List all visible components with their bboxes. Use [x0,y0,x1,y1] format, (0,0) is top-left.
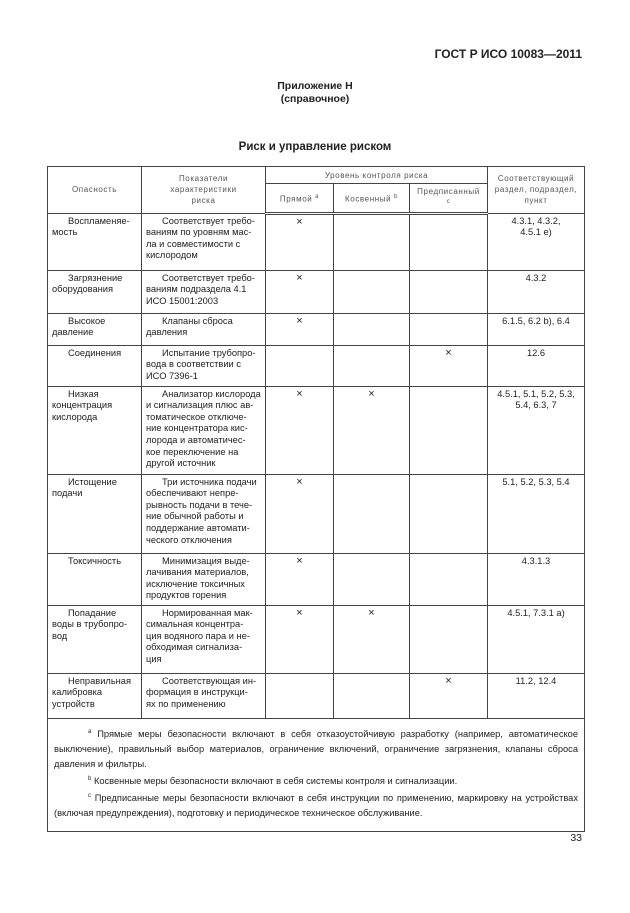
direct-cell: × [265,473,334,554]
direct-cell: × [265,385,334,475]
indirect-cell: × [333,604,410,674]
section-cell: 6.1.5, 6.2 b), 6.4 [487,312,585,346]
hazard-cell: Низкая концентрация кислорода [47,385,142,475]
table-row: Токсичность Минимизация выде- лачивания м… [47,552,585,606]
indirect-cell [333,269,410,314]
indicator-cell: Соответствует требо- ваниям по уровням м… [141,212,266,271]
col-indirect: Косвенный b [333,183,410,215]
standard-header: ГОСТ Р ИСО 10083—2011 [434,47,582,61]
prescribed-cell [409,552,488,606]
prescribed-cell [409,212,488,271]
indicator-cell: Три источника подачи обеспечивают непре-… [141,473,266,554]
risk-table: Опасность Показатели характеристики риск… [47,166,585,832]
indirect-cell [333,672,410,719]
annex-note: (справочное) [280,93,350,105]
prescribed-cell [409,312,488,346]
col-level: Уровень контроля риска [265,166,488,184]
indicator-cell: Нормированная мак- симальная концентра- … [141,604,266,674]
prescribed-cell: × [409,344,488,387]
table-row: Истощение подачи Три источника подачи обе… [47,473,585,554]
indirect-cell [333,552,410,606]
prescribed-cell: × [409,672,488,719]
indirect-cell [333,312,410,346]
direct-cell: × [265,269,334,314]
annex-heading: Приложение Н (справочное) [0,80,630,106]
hazard-cell: Высокое давление [47,312,142,346]
section-cell: 4.3.1, 4.3.2, 4.5.1 е) [487,212,585,271]
table-row: Низкая концентрация кислорода Анализатор … [47,385,585,475]
indicator-cell: Минимизация выде- лачивания материалов, … [141,552,266,606]
section-cell: 4.3.2 [487,269,585,314]
direct-cell [265,672,334,719]
section-cell: 4.5.1, 5.1, 5.2, 5.3, 5.4, 6.3, 7 [487,385,585,475]
section-cell: 12.6 [487,344,585,387]
col-direct: Прямой a [265,183,334,215]
footnote: b Косвенные меры безопасности включают в… [88,775,458,786]
hazard-cell: Воспламеняе- мость [47,212,142,271]
indirect-cell [333,473,410,554]
table-row: Загрязнение оборудования Соответствует тр… [47,269,585,314]
indicator-cell: Анализатор кислорода и сигнализация плюс… [141,385,266,475]
table-row: Воспламеняе- мость Соответствует требо- в… [47,212,585,271]
annex-title: Приложение Н [277,80,353,92]
hazard-cell: Попадание воды в трубопро- вод [47,604,142,674]
footnote: a Прямые меры безопасности включают в се… [54,728,578,769]
indirect-cell [333,344,410,387]
prescribed-cell [409,473,488,554]
direct-cell [265,344,334,387]
hazard-cell: Истощение подачи [47,473,142,554]
col-hazard: Опасность [47,166,142,214]
footnote: c Предписанные меры безопасности включаю… [54,792,578,818]
section-cell: 4.5.1, 7.3.1 а) [487,604,585,674]
table-title: Риск и управление риском [238,141,392,153]
indicator-cell: Клапаны сброса давления [141,312,266,346]
hazard-cell: Токсичность [47,552,142,606]
table-row: Попадание воды в трубопро- вод Нормирован… [47,604,585,674]
hazard-cell: Неправильная калибровка устройств [47,672,142,719]
indicator-cell: Испытание трубопро- вода в соответствии … [141,344,266,387]
section-cell: 11.2, 12.4 [487,672,585,719]
prescribed-cell [409,269,488,314]
indicator-cell: Соответствует требо- ваниям подраздела 4… [141,269,266,314]
section-cell: 4.3.1.3 [487,552,585,606]
col-section: Соответствующий раздел, подраздел, пункт [487,166,585,214]
direct-cell: × [265,552,334,606]
table-row: Соединения Испытание трубопро- вода в соо… [47,344,585,387]
footnotes: a Прямые меры безопасности включают в се… [47,717,585,832]
indicator-cell: Соответствующая ин- формация в инструкци… [141,672,266,719]
table-row: Неправильная калибровка устройств Соответ… [47,672,585,719]
prescribed-cell [409,604,488,674]
section-cell: 5.1, 5.2, 5.3, 5.4 [487,473,585,554]
direct-cell: × [265,604,334,674]
table-row: Высокое давление Клапаны сброса давления ×… [47,312,585,346]
hazard-cell: Загрязнение оборудования [47,269,142,314]
direct-cell: × [265,212,334,271]
indirect-cell: × [333,385,410,475]
indirect-cell [333,212,410,271]
direct-cell: × [265,312,334,346]
page-number: 33 [570,832,582,844]
prescribed-cell [409,385,488,475]
col-indicators: Показатели характеристики риска [141,166,266,214]
hazard-cell: Соединения [47,344,142,387]
col-prescribed: Предписанный c [409,183,488,215]
